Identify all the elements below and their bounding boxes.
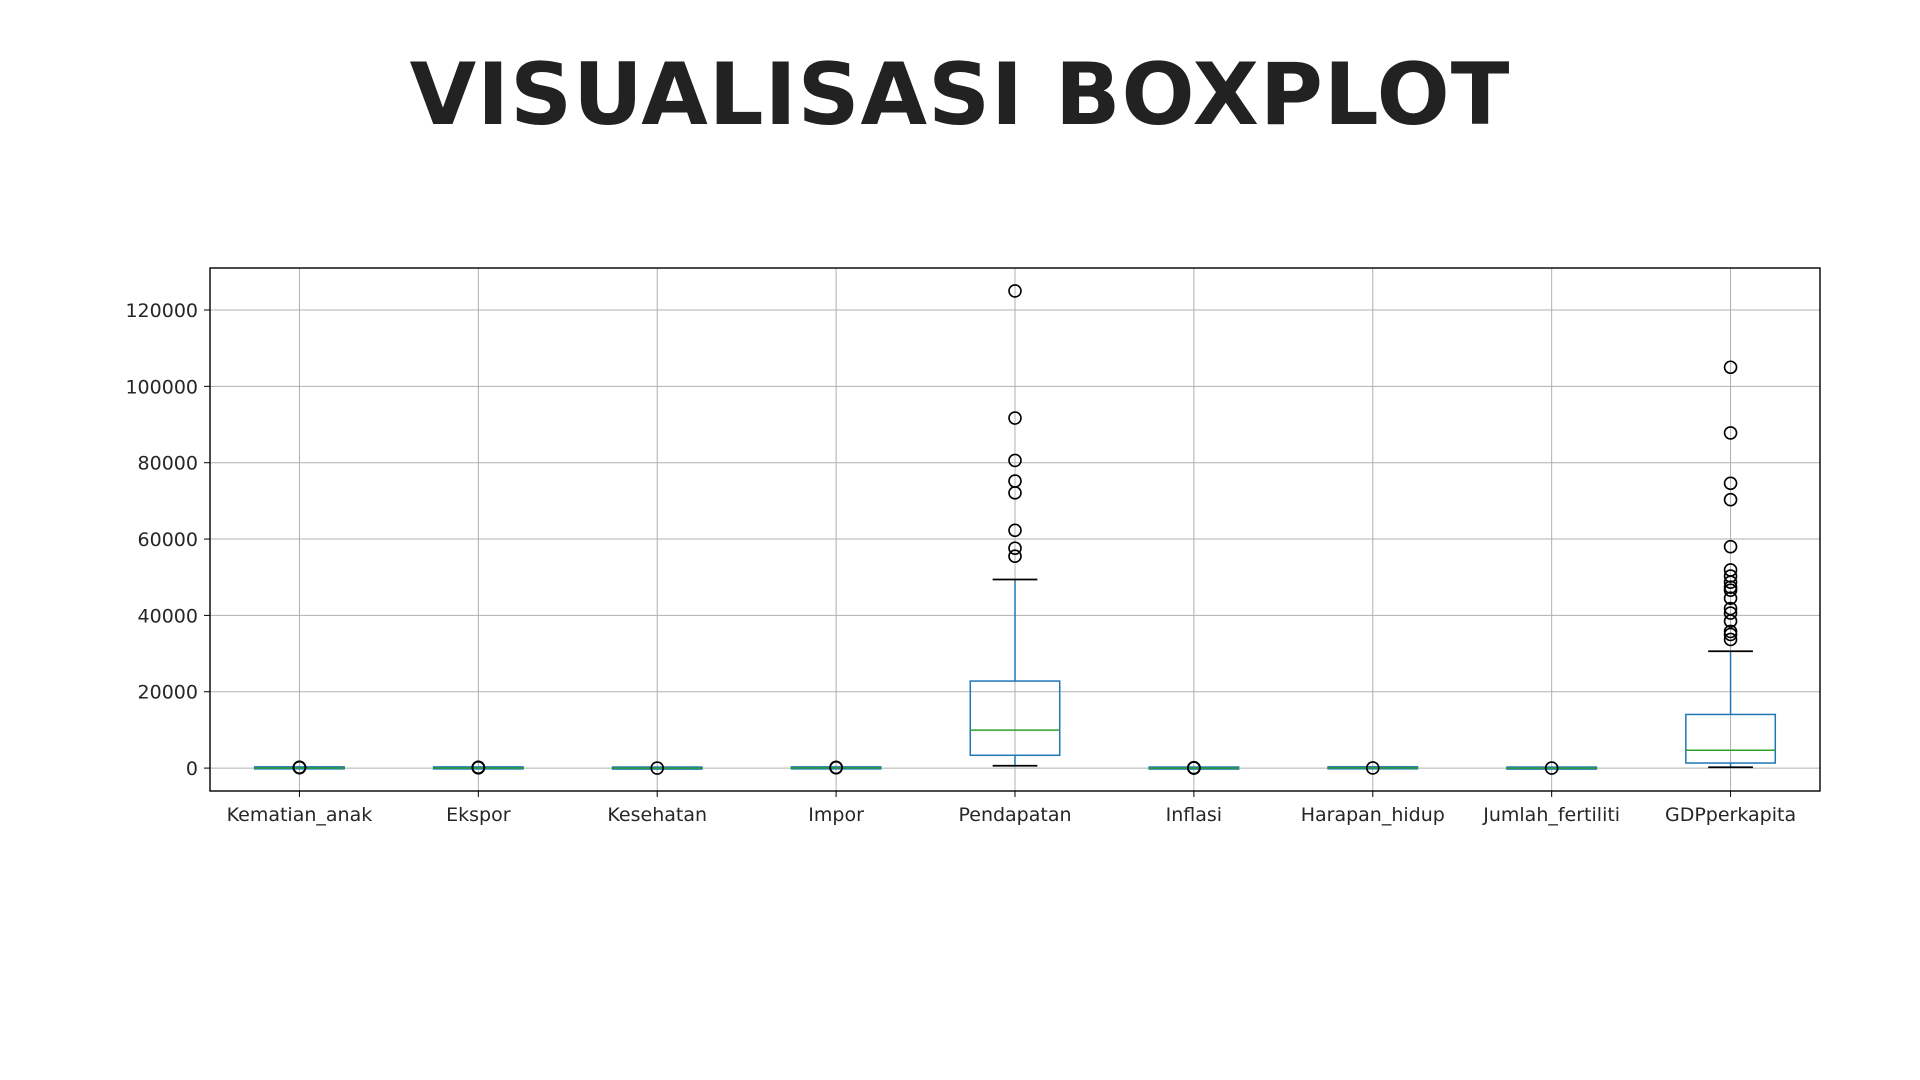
box-Kesehatan — [611, 761, 703, 775]
box-Pendapatan — [969, 284, 1061, 767]
outlier-point — [1723, 624, 1738, 639]
x-tick-label: Kesehatan — [607, 804, 707, 826]
x-tick-label: GDPperkapita — [1665, 804, 1796, 826]
outlier-point — [1008, 411, 1022, 425]
outlier-point — [1723, 580, 1738, 594]
box-Kematian_anak — [253, 760, 345, 775]
outlier-point — [1723, 492, 1738, 507]
outlier-point — [1008, 474, 1022, 488]
y-tick-label: 40000 — [138, 605, 198, 627]
x-tick-label: Inflasi — [1166, 804, 1222, 826]
x-tick-label: Pendapatan — [958, 804, 1071, 826]
y-tick-label: 80000 — [138, 453, 198, 475]
box-Harapan_hidup — [1327, 761, 1419, 775]
box-layer — [253, 284, 1777, 775]
outlier-point — [1008, 523, 1022, 538]
outlier-point — [1187, 760, 1201, 775]
x-tick-label: Impor — [808, 804, 864, 826]
x-axis: Kematian_anak Ekspor Kesehatan Impor Pendapa… — [227, 791, 1796, 826]
box-Inflasi — [1148, 760, 1240, 775]
outlier-point — [650, 761, 665, 775]
y-tick-label: 20000 — [138, 682, 198, 704]
outlier-point — [1723, 563, 1738, 577]
outlier-point — [1723, 539, 1738, 554]
box-Impor — [790, 760, 882, 775]
x-tick-label: Kematian_anak — [227, 804, 373, 826]
x-tick-label: Harapan_hidup — [1301, 804, 1445, 826]
outlier-point — [1008, 541, 1022, 556]
grid-layer — [210, 268, 1820, 791]
box-GDPperkapita — [1685, 360, 1777, 769]
outlier-point — [1008, 549, 1022, 564]
outlier-point — [292, 760, 307, 775]
x-tick-label: Ekspor — [446, 804, 511, 826]
y-tick-label: 0 — [186, 758, 198, 780]
outlier-point — [1723, 426, 1738, 440]
y-tick-label: 60000 — [138, 529, 198, 551]
outlier-point — [471, 760, 486, 775]
outlier-point — [1723, 606, 1738, 620]
outlier-point — [1723, 569, 1738, 583]
outlier-point — [1723, 591, 1738, 606]
box-Ekspor — [432, 760, 524, 775]
outlier-point — [1008, 284, 1022, 298]
outlier-point — [1723, 476, 1738, 491]
iqr-box — [1685, 713, 1777, 764]
y-tick-label: 120000 — [125, 300, 198, 322]
box-Jumlah_fertiliti — [1506, 761, 1598, 775]
page-title: VISUALISASI BOXPLOT — [409, 45, 1511, 145]
y-tick-label: 100000 — [125, 376, 198, 398]
outlier-point — [1723, 632, 1738, 647]
outlier-point — [1008, 453, 1022, 468]
outlier-point — [1365, 761, 1380, 775]
outlier-point — [1544, 761, 1559, 775]
x-tick-label: Jumlah_fertiliti — [1482, 804, 1620, 826]
iqr-box — [969, 680, 1061, 757]
y-axis: 0 20000 40000 60000 80000 100000 120000 — [125, 300, 210, 780]
outlier-point — [829, 760, 843, 775]
outlier-point — [1723, 360, 1738, 375]
outlier-point — [1723, 601, 1738, 616]
